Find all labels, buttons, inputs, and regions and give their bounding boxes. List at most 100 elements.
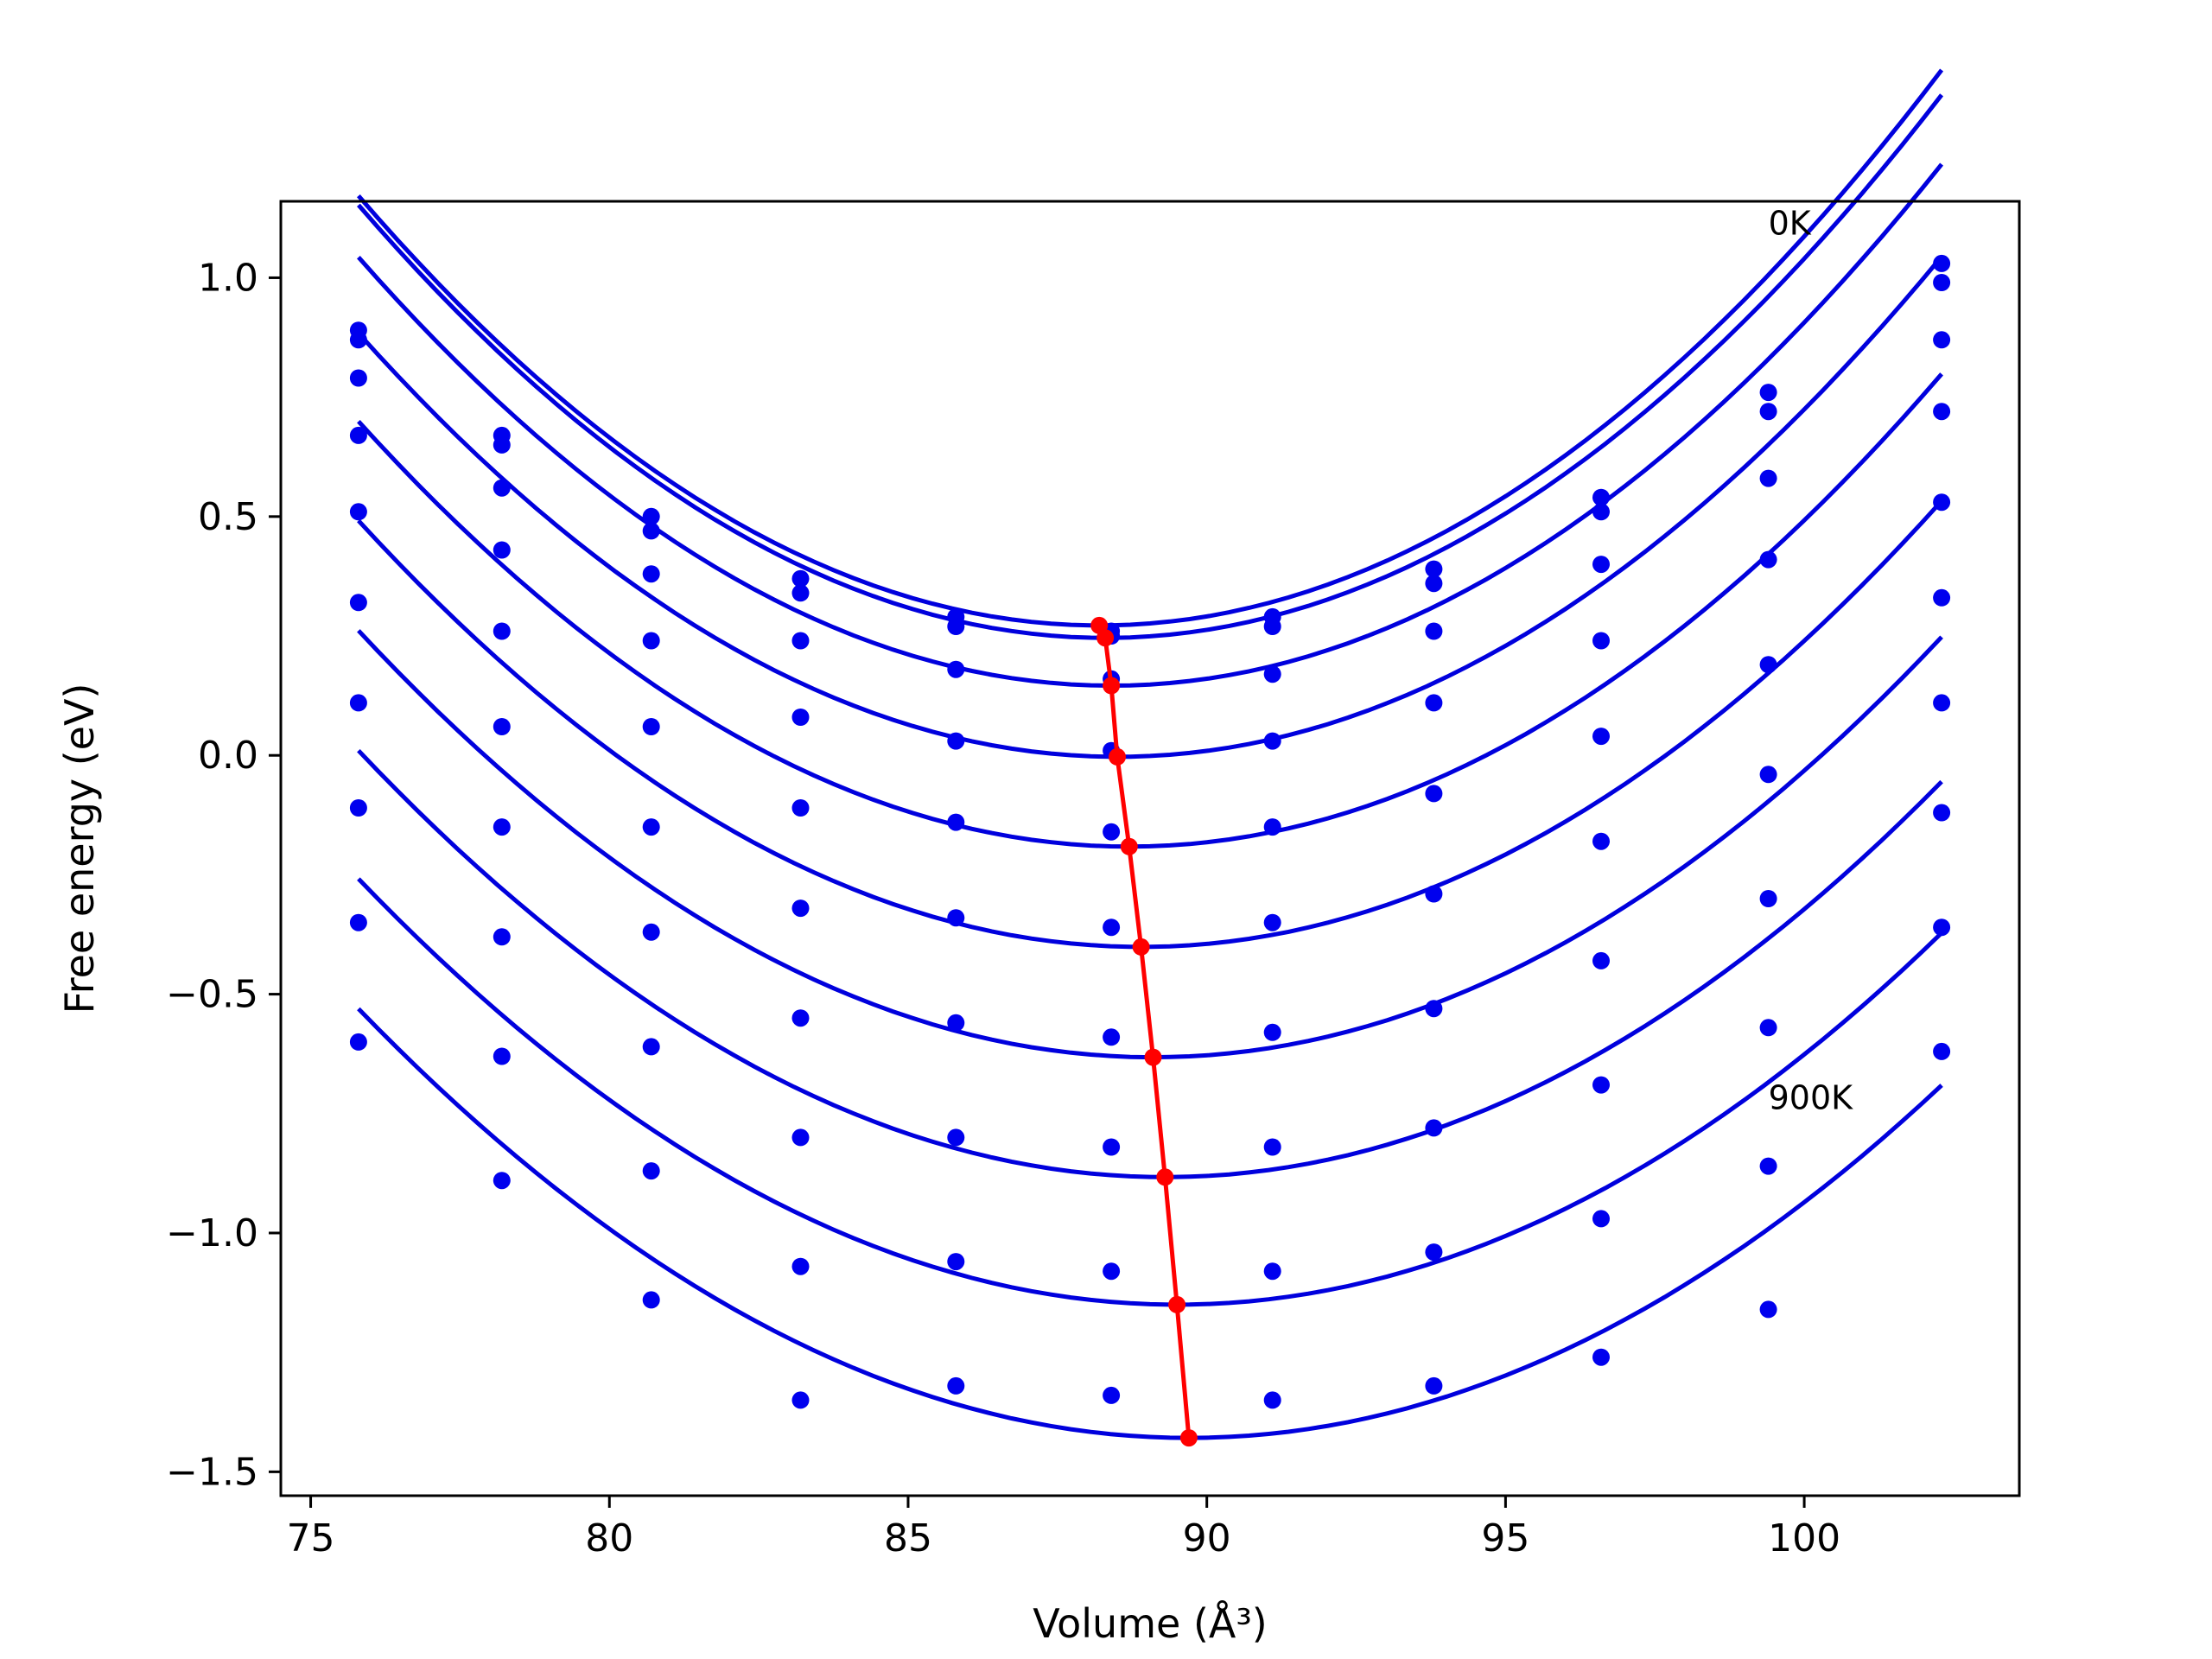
y-tick-label-4: −1.0 <box>166 1211 258 1255</box>
data-point-s3-7 <box>1425 694 1443 712</box>
data-point-s8-8 <box>1592 1210 1610 1228</box>
minimum-point-5 <box>1132 938 1150 956</box>
data-point-s9-4 <box>947 1376 965 1395</box>
minimum-point-1 <box>1096 629 1115 647</box>
data-point-s5-9 <box>1759 766 1777 784</box>
data-point-s3-3 <box>791 709 810 726</box>
data-point-s5-2 <box>642 818 660 836</box>
data-point-s2-6 <box>1263 665 1281 683</box>
fit-curve-7 <box>357 748 1943 1179</box>
data-point-s8-10 <box>1933 918 1951 937</box>
data-point-s7-0 <box>349 799 367 817</box>
data-point-s6-4 <box>947 1014 965 1032</box>
x-axis-label: Volume (Å³) <box>1033 1600 1268 1647</box>
x-axis-ticks: 75 80 85 90 95 100 <box>287 1496 1840 1560</box>
data-point-s1-1 <box>493 435 511 454</box>
data-point-s3-8 <box>1592 632 1610 650</box>
minimum-point-2 <box>1103 677 1121 695</box>
data-point-s7-10 <box>1933 804 1951 822</box>
data-point-s3-4 <box>947 732 965 750</box>
data-point-s7-1 <box>493 928 511 946</box>
y-axis-label: Free energy (eV) <box>56 683 103 1014</box>
data-point-s4-7 <box>1425 785 1443 803</box>
data-point-s6-8 <box>1592 951 1610 969</box>
data-point-s4-3 <box>791 799 810 817</box>
data-point-s2-7 <box>1425 622 1443 640</box>
data-point-s1-3 <box>791 584 810 602</box>
fit-curve-2 <box>357 162 1944 689</box>
data-point-s7-9 <box>1759 1019 1777 1037</box>
y-tick-label-5: −1.5 <box>166 1450 258 1494</box>
data-point-s9-0 <box>349 1033 367 1051</box>
data-point-s4-5 <box>1103 823 1121 841</box>
data-point-s4-4 <box>947 813 965 831</box>
minimum-line <box>1090 616 1198 1447</box>
data-point-s2-3 <box>791 632 810 650</box>
data-point-s8-7 <box>1425 1243 1443 1262</box>
data-point-s6-0 <box>349 694 367 712</box>
data-point-s3-10 <box>1933 403 1951 421</box>
fit-curve-0 <box>357 68 1944 628</box>
data-point-s9-3 <box>791 1391 810 1409</box>
y-tick-label-3: −0.5 <box>166 973 258 1017</box>
data-point-s1-6 <box>1263 618 1281 635</box>
data-point-s6-2 <box>642 923 660 941</box>
data-point-s9-1 <box>493 1172 511 1190</box>
x-tick-label-1: 80 <box>585 1516 633 1560</box>
data-point-s3-1 <box>493 541 511 559</box>
data-point-s8-6 <box>1263 1262 1281 1281</box>
data-point-s7-7 <box>1425 1119 1443 1137</box>
annotation-900k: 900K <box>1769 1078 1854 1116</box>
data-point-s8-3 <box>791 1257 810 1275</box>
data-points <box>349 254 1951 1409</box>
data-point-s7-2 <box>642 1038 660 1056</box>
minimum-point-4 <box>1120 837 1138 855</box>
annotation-0k: 0K <box>1769 205 1812 243</box>
data-point-s0-3 <box>791 569 810 588</box>
fit-curves <box>357 68 1944 1440</box>
data-point-s1-9 <box>1759 403 1777 421</box>
fit-curve-5 <box>357 499 1943 950</box>
data-point-s5-3 <box>791 899 810 918</box>
data-point-s6-3 <box>791 1009 810 1027</box>
data-point-s0-2 <box>642 507 660 525</box>
data-point-s9-5 <box>1103 1386 1121 1404</box>
data-point-s4-10 <box>1933 493 1951 512</box>
data-point-s9-6 <box>1263 1391 1281 1409</box>
data-point-s2-4 <box>947 660 965 678</box>
data-point-s6-5 <box>1103 1028 1121 1046</box>
data-point-s7-8 <box>1592 1076 1610 1094</box>
fit-curve-3 <box>357 255 1944 760</box>
data-point-s8-0 <box>349 913 367 931</box>
minimum-point-8 <box>1168 1295 1186 1313</box>
y-tick-label-2: 0.0 <box>198 734 258 778</box>
data-point-s1-0 <box>349 331 367 349</box>
data-point-s6-1 <box>493 818 511 836</box>
data-point-s7-4 <box>947 1128 965 1147</box>
data-point-s9-10 <box>1933 1042 1951 1060</box>
data-point-s5-5 <box>1103 918 1121 937</box>
data-point-s1-8 <box>1592 503 1610 521</box>
fit-curve-9 <box>357 1007 1943 1440</box>
fit-curve-4 <box>357 372 1943 849</box>
data-point-s1-4 <box>947 618 965 635</box>
data-point-s1-10 <box>1933 274 1951 291</box>
data-point-s0-9 <box>1759 384 1777 402</box>
data-point-s2-8 <box>1592 556 1610 574</box>
data-point-s2-2 <box>642 565 660 583</box>
data-point-s4-6 <box>1263 818 1281 836</box>
minimum-point-3 <box>1109 747 1126 766</box>
data-point-s4-1 <box>493 622 511 640</box>
data-point-s6-7 <box>1425 1000 1443 1018</box>
data-point-s0-7 <box>1425 560 1443 578</box>
data-point-s2-9 <box>1759 469 1777 487</box>
x-tick-label-0: 75 <box>287 1516 335 1560</box>
data-point-s5-1 <box>493 718 511 735</box>
data-point-s6-9 <box>1759 890 1777 907</box>
data-point-s6-10 <box>1933 694 1951 712</box>
data-point-s9-9 <box>1759 1300 1777 1319</box>
data-point-s9-2 <box>642 1291 660 1309</box>
data-point-s5-8 <box>1592 832 1610 850</box>
data-point-s7-6 <box>1263 1138 1281 1156</box>
